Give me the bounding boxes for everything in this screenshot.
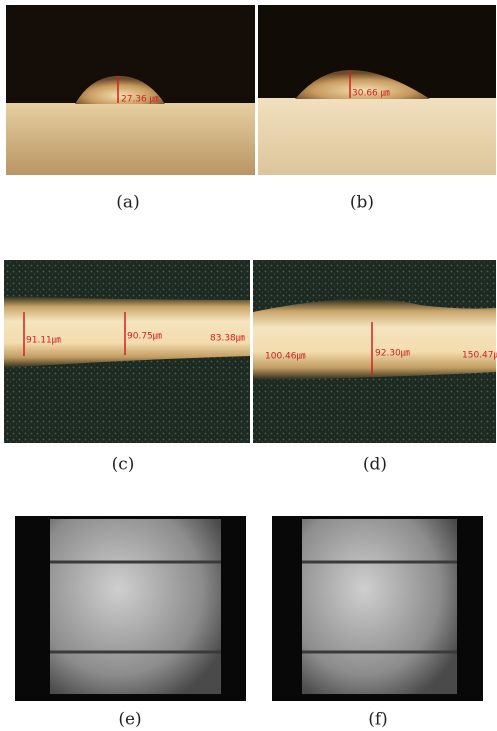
measurement: 100.46㎛ [265,352,306,362]
measurement: 27.36 ㎛ [121,95,159,105]
panel-label: (d) [363,455,387,475]
measurement: 83.38㎛ [210,334,245,344]
figure: 27.36 ㎛ 30.66 ㎛ (a) (b) 91.11㎛ 90.75㎛ 83… [0,0,497,731]
panel-e [15,516,246,701]
panel-a: 27.36 ㎛ [6,5,255,175]
panel-b: 30.66 ㎛ [258,5,496,175]
measurement: 30.66 ㎛ [352,89,390,99]
measurement: 92.30㎛ [375,349,410,359]
measurement: 90.75㎛ [127,332,162,342]
panel-label: (a) [116,193,139,213]
measurement: 91.11㎛ [26,336,61,346]
panel-label: (b) [350,193,374,213]
panel-label: (f) [368,710,388,730]
panel-c: 91.11㎛ 90.75㎛ 83.38㎛ [4,260,250,443]
panel-d: 100.46㎛ 92.30㎛ 150.47㎛ [253,260,497,443]
panel-label: (c) [112,455,135,475]
measurement: 150.47㎛ [462,351,497,361]
panel-label: (e) [118,710,141,730]
panel-f [272,516,483,701]
